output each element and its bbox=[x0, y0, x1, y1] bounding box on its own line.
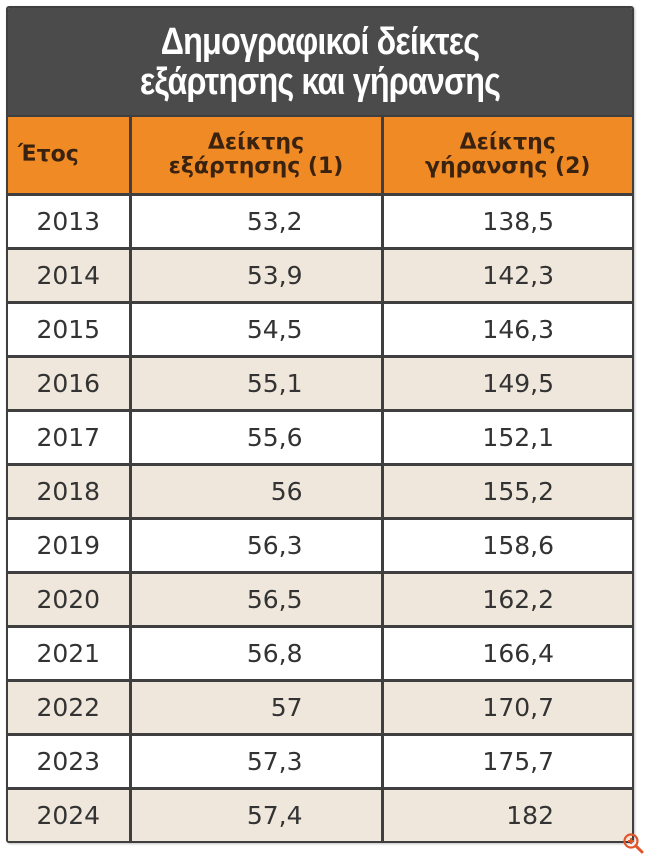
cell-dependency-index: 55,6 bbox=[128, 409, 382, 465]
title-band: Δημογραφικοί δείκτες εξάρτησης και γήραν… bbox=[8, 8, 632, 115]
table-title: Δημογραφικοί δείκτες εξάρτησης και γήραν… bbox=[54, 8, 586, 115]
table-row: 2015 54,5 146,3 bbox=[8, 301, 632, 357]
cell-ageing-index: 146,3 bbox=[380, 301, 632, 357]
cell-year: 2016 bbox=[8, 355, 130, 411]
cell-year: 2018 bbox=[8, 463, 130, 519]
cell-dependency-index: 53,2 bbox=[128, 193, 382, 249]
cell-dependency-index: 56,3 bbox=[128, 517, 382, 573]
cell-ageing-index: 138,5 bbox=[380, 193, 632, 249]
cell-dependency-index: 57,4 bbox=[128, 787, 382, 841]
cell-dependency-index: 56,5 bbox=[128, 571, 382, 627]
cell-ageing-index: 162,2 bbox=[380, 571, 632, 627]
table-row: 2016 55,1 149,5 bbox=[8, 355, 632, 411]
cell-ageing-index: 155,2 bbox=[380, 463, 632, 519]
cell-dependency-index: 53,9 bbox=[128, 247, 382, 303]
table-row: 2021 56,8 166,4 bbox=[8, 625, 632, 681]
cell-year: 2022 bbox=[8, 679, 130, 735]
table-row: 2013 53,2 138,5 bbox=[8, 193, 632, 249]
cell-ageing-index: 175,7 bbox=[380, 733, 632, 789]
cell-year: 2014 bbox=[8, 247, 130, 303]
title-line-2: εξάρτησης και γήρανσης bbox=[139, 60, 501, 103]
cell-year: 2019 bbox=[8, 517, 130, 573]
header-dependency-index: Δείκτης εξάρτησης (1) bbox=[128, 115, 382, 196]
cell-dependency-index: 54,5 bbox=[128, 301, 382, 357]
cell-ageing-index: 158,6 bbox=[380, 517, 632, 573]
header-ageing-index: Δείκτης γήρανσης (2) bbox=[380, 115, 632, 196]
header-year: Έτος bbox=[8, 115, 130, 196]
zoom-in-icon[interactable] bbox=[622, 832, 644, 854]
cell-ageing-index: 142,3 bbox=[380, 247, 632, 303]
cell-dependency-index: 56,8 bbox=[128, 625, 382, 681]
cell-year: 2023 bbox=[8, 733, 130, 789]
cell-ageing-index: 182 bbox=[380, 787, 632, 841]
cell-year: 2021 bbox=[8, 625, 130, 681]
table-row: 2014 53,9 142,3 bbox=[8, 247, 632, 303]
table-body: 2013 53,2 138,5 2014 53,9 142,3 2015 54,5 146,3 2… bbox=[8, 193, 632, 841]
table-row: 2020 56,5 162,2 bbox=[8, 571, 632, 627]
cell-dependency-index: 57 bbox=[128, 679, 382, 735]
table-row: 2018 56 155,2 bbox=[8, 463, 632, 519]
cell-ageing-index: 152,1 bbox=[380, 409, 632, 465]
header-row: Έτος Δείκτης εξάρτησης (1) Δείκτης γήραν… bbox=[8, 115, 632, 196]
cell-year: 2013 bbox=[8, 193, 130, 249]
cell-ageing-index: 149,5 bbox=[380, 355, 632, 411]
demographic-indicators-table-card: Δημογραφικοί δείκτες εξάρτησης και γήραν… bbox=[6, 6, 634, 843]
cell-year: 2020 bbox=[8, 571, 130, 627]
cell-ageing-index: 170,7 bbox=[380, 679, 632, 735]
cell-dependency-index: 56 bbox=[128, 463, 382, 519]
indicators-table: Έτος Δείκτης εξάρτησης (1) Δείκτης γήραν… bbox=[8, 115, 632, 841]
table-row: 2017 55,6 152,1 bbox=[8, 409, 632, 465]
cell-dependency-index: 57,3 bbox=[128, 733, 382, 789]
cell-ageing-index: 166,4 bbox=[380, 625, 632, 681]
table-row: 2023 57,3 175,7 bbox=[8, 733, 632, 789]
cell-year: 2015 bbox=[8, 301, 130, 357]
table-row: 2019 56,3 158,6 bbox=[8, 517, 632, 573]
table-row: 2024 57,4 182 bbox=[8, 787, 632, 841]
cell-year: 2024 bbox=[8, 787, 130, 841]
cell-dependency-index: 55,1 bbox=[128, 355, 382, 411]
table-row: 2022 57 170,7 bbox=[8, 679, 632, 735]
title-line-1: Δημογραφικοί δείκτες bbox=[160, 20, 480, 63]
cell-year: 2017 bbox=[8, 409, 130, 465]
